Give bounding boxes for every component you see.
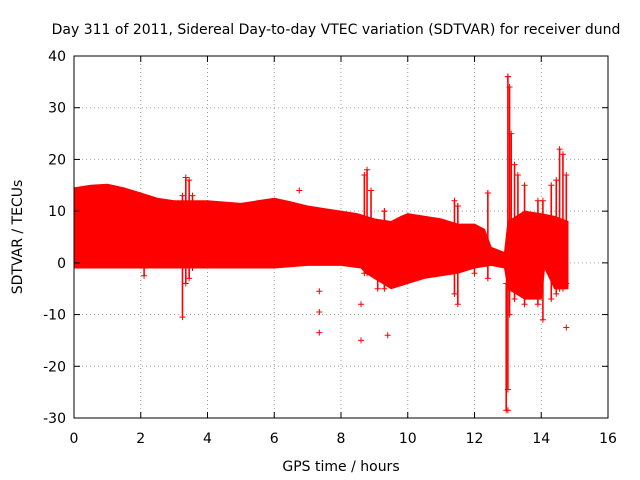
data-point <box>471 259 478 266</box>
data-series-sdtvar <box>73 73 570 414</box>
data-point <box>534 197 541 204</box>
data-point <box>368 187 375 194</box>
data-point <box>381 208 388 215</box>
data-point <box>374 285 381 292</box>
data-point <box>521 301 528 308</box>
chart-title: Day 311 of 2011, Sidereal Day-to-day VTE… <box>52 22 621 38</box>
data-point <box>186 275 193 282</box>
data-point <box>484 190 491 197</box>
data-point <box>548 296 555 303</box>
x-tick-label: 10 <box>399 431 417 447</box>
data-point <box>506 311 513 318</box>
data-point <box>182 280 189 287</box>
data-point <box>451 290 458 297</box>
data-point <box>316 288 323 295</box>
data-point <box>316 308 323 315</box>
x-tick-label: 16 <box>599 431 617 447</box>
data-point <box>508 130 515 137</box>
y-tick-label: -10 <box>43 308 66 324</box>
data-point <box>539 316 546 323</box>
data-point <box>563 324 570 331</box>
data-point <box>451 197 458 204</box>
data-point <box>508 285 515 292</box>
y-tick-label: -30 <box>43 411 66 427</box>
y-tick-label: -20 <box>43 359 66 375</box>
data-point <box>182 174 189 181</box>
axis-ticks: 0 2 4 6 8 10 12 14 16 -30 -20 -10 0 10 20 30 40 <box>43 49 617 447</box>
data-point <box>511 161 518 168</box>
data-point <box>316 329 323 336</box>
data-point <box>559 285 566 292</box>
data-point <box>553 177 560 184</box>
data-point <box>563 280 570 287</box>
data-point <box>521 182 528 189</box>
x-tick-label: 8 <box>337 431 346 447</box>
data-point <box>504 386 511 393</box>
data-point <box>296 187 303 194</box>
data-point <box>563 171 570 178</box>
data-point <box>504 73 511 80</box>
data-point <box>374 223 381 230</box>
data-point <box>556 146 563 153</box>
x-tick-label: 2 <box>136 431 145 447</box>
data-point <box>539 197 546 204</box>
data-point <box>189 265 196 272</box>
data-band <box>73 183 569 300</box>
data-point <box>364 166 371 173</box>
data-point <box>514 171 521 178</box>
data-point <box>454 301 461 308</box>
data-point <box>179 314 186 321</box>
data-point <box>471 270 478 277</box>
y-axis-label: SDTVAR / TECUs <box>10 180 26 295</box>
data-point <box>141 272 148 279</box>
data-point <box>484 275 491 282</box>
x-axis-label: GPS time / hours <box>282 459 399 475</box>
data-point <box>358 337 365 344</box>
data-point <box>381 285 388 292</box>
x-tick-label: 14 <box>532 431 550 447</box>
y-tick-label: 0 <box>57 256 66 272</box>
x-tick-label: 6 <box>270 431 279 447</box>
data-point <box>548 182 555 189</box>
data-point <box>514 285 521 292</box>
data-point <box>454 202 461 209</box>
data-point <box>179 192 186 199</box>
data-point <box>506 84 513 91</box>
data-point <box>189 192 196 199</box>
data-point <box>504 407 511 414</box>
data-point <box>141 259 148 266</box>
data-point <box>358 301 365 308</box>
x-tick-label: 12 <box>466 431 484 447</box>
data-point <box>559 151 566 158</box>
data-point <box>368 270 375 277</box>
x-tick-label: 0 <box>70 431 79 447</box>
data-point <box>511 296 518 303</box>
y-tick-label: 40 <box>48 49 66 65</box>
data-point <box>553 290 560 297</box>
y-tick-label: 20 <box>48 152 66 168</box>
y-tick-label: 10 <box>48 204 66 220</box>
x-tick-label: 4 <box>203 431 212 447</box>
data-point <box>186 177 193 184</box>
data-point <box>534 301 541 308</box>
data-point <box>384 332 391 339</box>
y-tick-label: 30 <box>48 101 66 117</box>
